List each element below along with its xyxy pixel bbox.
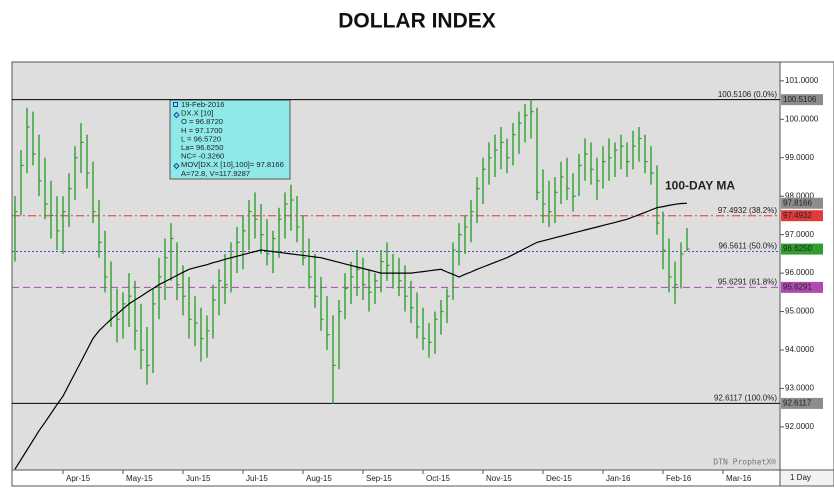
x-tick-label: Apr-15 [66,474,91,483]
level-label: 96.5611 (50.0%) [718,242,777,251]
y-tick-label: 100.0000 [785,114,819,123]
y-tick-label: 101.0000 [785,76,819,85]
level-label: 100.5106 (0.0%) [718,90,777,99]
x-tick-label: Mar-16 [726,474,752,483]
y-tick-label: 96.0000 [785,268,814,277]
chart-title: DOLLAR INDEX [338,10,496,33]
y-tick-label: 97.0000 [785,230,814,239]
info-line: La= 96.6250 [181,143,223,152]
y-tick-label: 99.0000 [785,153,814,162]
level-label: 97.4932 (38.2%) [718,206,777,215]
y-tick-label: 92.0000 [785,422,814,431]
info-line: L = 96.5720 [181,134,221,143]
ma-label: 100-DAY MA [665,178,735,192]
info-line: NC= -0.3260 [181,152,224,161]
y-tick-label: 98.0000 [785,191,814,200]
info-line: DX.X [10] [181,109,214,118]
x-tick-label: Dec-15 [546,474,572,483]
info-line: H = 97.1700 [181,126,223,135]
info-icon [173,111,180,170]
y-tick-label: 95.0000 [785,307,814,316]
x-tick-label: Nov-15 [486,474,512,483]
y-tick-label: 94.0000 [785,345,814,354]
price-box [781,243,823,255]
price-box [781,210,823,222]
interval-box [779,469,834,487]
info-line: 19-Feb-2016 [181,100,224,109]
interval-label: 1 Day [790,473,811,482]
x-tick-label: Jul-15 [246,474,268,483]
x-tick-label: Jan-16 [606,474,631,483]
price-box [781,281,823,293]
price-box [781,197,823,209]
x-tick-label: Oct-15 [426,474,451,483]
moving-average [14,202,688,470]
plot-area [11,61,781,471]
y-tick-label: 93.0000 [785,384,814,393]
x-tick-label: Aug-15 [306,474,332,483]
price-box-label: 100.5106 [783,95,817,104]
price-box-label: 95.6291 [783,282,812,291]
price-box [781,94,823,106]
info-line: MOV[DX.X [10],100]= 97.8166 [181,160,284,169]
price-box-label: 97.8166 [783,198,812,207]
price-box [781,397,823,409]
price-box-label: 97.4932 [783,211,812,220]
level-label: 95.6291 (61.8%) [718,277,777,286]
x-tick-label: Sep-15 [366,474,392,483]
watermark: DTN ProphetX® [713,458,776,467]
price-box-label: 96.6250 [783,244,812,253]
info-icon [173,102,178,107]
level-label: 92.6117 (100.0%) [714,394,777,403]
info-line: A=72.8, V=117.9287 [181,169,250,178]
x-tick-label: May-15 [126,474,153,483]
info-line: O = 96.8720 [181,117,223,126]
x-tick-label: Feb-16 [666,474,692,483]
x-tick-label: Jun-15 [186,474,211,483]
price-box-label: 92.6117 [783,399,812,408]
